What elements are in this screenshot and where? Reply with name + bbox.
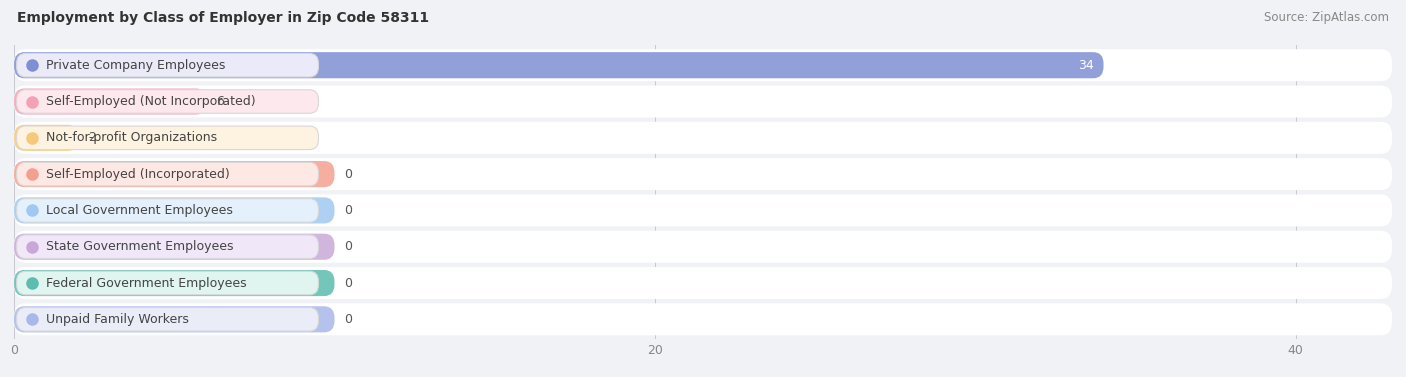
FancyBboxPatch shape: [14, 122, 1392, 154]
FancyBboxPatch shape: [17, 308, 319, 331]
Text: 0: 0: [344, 204, 352, 217]
FancyBboxPatch shape: [14, 86, 1392, 118]
FancyBboxPatch shape: [14, 161, 335, 187]
Text: Local Government Employees: Local Government Employees: [46, 204, 233, 217]
FancyBboxPatch shape: [14, 303, 1392, 335]
FancyBboxPatch shape: [14, 49, 1392, 81]
FancyBboxPatch shape: [17, 162, 319, 186]
FancyBboxPatch shape: [14, 270, 335, 296]
Text: 0: 0: [344, 276, 352, 290]
FancyBboxPatch shape: [17, 126, 319, 150]
FancyBboxPatch shape: [14, 89, 207, 115]
Text: Federal Government Employees: Federal Government Employees: [46, 276, 246, 290]
FancyBboxPatch shape: [14, 267, 1392, 299]
Text: State Government Employees: State Government Employees: [46, 240, 233, 253]
Text: Self-Employed (Not Incorporated): Self-Employed (Not Incorporated): [46, 95, 256, 108]
FancyBboxPatch shape: [14, 125, 79, 151]
Text: Source: ZipAtlas.com: Source: ZipAtlas.com: [1264, 11, 1389, 24]
Text: 0: 0: [344, 168, 352, 181]
FancyBboxPatch shape: [14, 158, 1392, 190]
FancyBboxPatch shape: [14, 197, 335, 224]
FancyBboxPatch shape: [17, 90, 319, 113]
Text: 34: 34: [1078, 59, 1094, 72]
FancyBboxPatch shape: [14, 52, 1104, 78]
Text: 2: 2: [87, 131, 96, 144]
FancyBboxPatch shape: [14, 306, 335, 333]
FancyBboxPatch shape: [17, 54, 319, 77]
Text: Self-Employed (Incorporated): Self-Employed (Incorporated): [46, 168, 229, 181]
FancyBboxPatch shape: [17, 271, 319, 295]
Text: Unpaid Family Workers: Unpaid Family Workers: [46, 313, 188, 326]
Text: 6: 6: [217, 95, 224, 108]
Text: 0: 0: [344, 240, 352, 253]
Text: Private Company Employees: Private Company Employees: [46, 59, 225, 72]
Text: Employment by Class of Employer in Zip Code 58311: Employment by Class of Employer in Zip C…: [17, 11, 429, 25]
Text: Not-for-profit Organizations: Not-for-profit Organizations: [46, 131, 218, 144]
FancyBboxPatch shape: [14, 195, 1392, 227]
FancyBboxPatch shape: [17, 199, 319, 222]
Text: 0: 0: [344, 313, 352, 326]
FancyBboxPatch shape: [17, 235, 319, 259]
FancyBboxPatch shape: [14, 234, 335, 260]
FancyBboxPatch shape: [14, 231, 1392, 263]
